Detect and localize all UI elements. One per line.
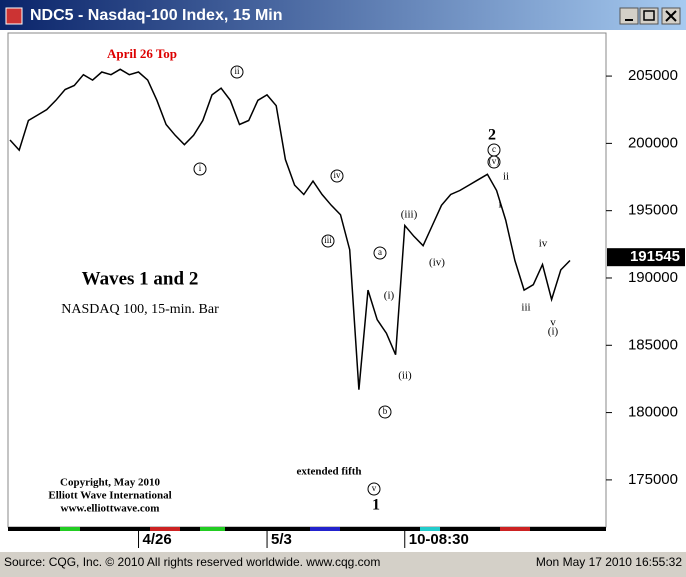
wave-circle [373, 246, 387, 260]
y-tick-label: 200000 [628, 134, 678, 151]
y-tick-label: 180000 [628, 404, 678, 421]
wave-label: extended fifth [296, 466, 361, 478]
wave-circle [487, 143, 501, 157]
wave-label: (i) [384, 290, 395, 302]
copyright: www.elliottwave.com [61, 503, 160, 515]
status-source: Source: CQG, Inc. © 2010 All rights rese… [4, 555, 380, 569]
wave-label: ii [234, 66, 240, 76]
app-icon [5, 7, 23, 25]
y-tick-label: 185000 [628, 336, 678, 353]
wave-label: a [378, 247, 382, 257]
minimize-button[interactable] [619, 7, 639, 25]
wave-label: 1 [372, 497, 380, 514]
wave-label: iii [521, 302, 530, 314]
wave-label: v [550, 317, 556, 329]
chart-title: Waves 1 and 2 [82, 268, 199, 289]
wave-circle [378, 405, 392, 419]
wave-label: iv [539, 238, 548, 250]
y-tick-label: 195000 [628, 202, 678, 219]
wave-label: (iii) [401, 209, 418, 221]
plot-area [7, 32, 607, 528]
wave-label: i [498, 199, 501, 211]
x-tick-label: 10-08:30 [409, 531, 469, 548]
wave-label: (v) [489, 156, 500, 166]
wave-circle [367, 482, 381, 496]
wave-label: (iv) [429, 257, 445, 269]
x-tick-label: 5/3 [271, 531, 292, 548]
wave-label: b [383, 406, 388, 416]
price-line [9, 68, 571, 390]
title-bar [0, 0, 686, 30]
wave-circle [321, 234, 335, 248]
y-tick-label: 205000 [628, 67, 678, 84]
wave-label: iii [324, 235, 332, 245]
status-datetime: Mon May 17 2010 16:55:32 [536, 555, 682, 569]
time-strip [8, 527, 606, 531]
wave-label: v [372, 483, 377, 493]
y-tick-label: 175000 [628, 471, 678, 488]
copyright: Elliott Wave International [48, 490, 171, 502]
wave-label: 2 [488, 127, 496, 144]
wave-circle [330, 169, 344, 183]
copyright: Copyright, May 2010 [60, 477, 160, 489]
wave-label: ii [503, 171, 509, 183]
y-tick-label: 190000 [628, 269, 678, 286]
wave-circle [193, 162, 207, 176]
status-bar [0, 552, 686, 572]
wave-label: April 26 Top [107, 46, 177, 61]
window-title: NDC5 - Nasdaq-100 Index, 15 Min [30, 7, 283, 24]
last-price-tag [607, 248, 685, 267]
last-price-label: 191545 [630, 248, 680, 265]
wave-label: (i) [548, 326, 559, 338]
chart-subtitle: NASDAQ 100, 15-min. Bar [61, 302, 219, 317]
x-tick-label: 4/26 [143, 531, 172, 548]
wave-label: (ii) [398, 370, 412, 382]
wave-label: i [199, 163, 202, 173]
wave-circle [230, 65, 244, 79]
wave-label: iv [333, 170, 341, 180]
wave-label: c [492, 144, 496, 154]
